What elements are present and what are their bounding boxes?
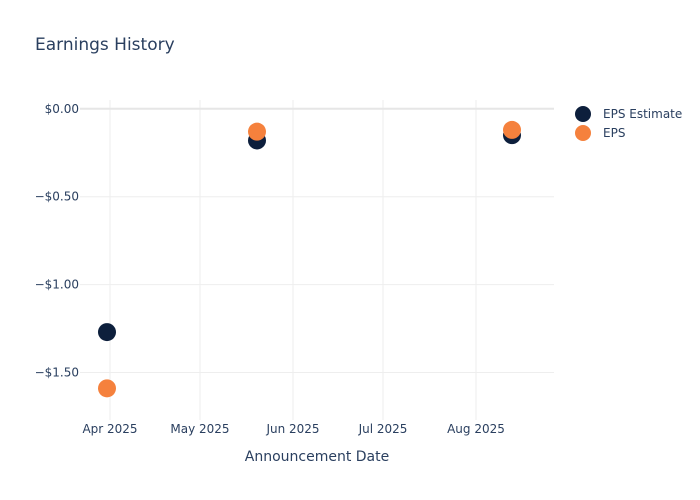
data-points [98,120,521,398]
eps-point[interactable] [98,379,116,398]
legend-label[interactable]: EPS [603,126,625,140]
x-axis-ticks: Apr 2025 May 2025 Jun 2025 Jul 2025 Aug 2025 [82,422,504,436]
eps-point[interactable] [503,120,521,139]
x-tick-label: Jul 2025 [358,422,408,436]
x-tick-label: May 2025 [170,422,229,436]
x-tick-label: Aug 2025 [447,422,505,436]
eps-point[interactable] [248,122,266,141]
y-tick-label: −$1.00 [35,278,79,292]
x-tick-label: Jun 2025 [265,422,319,436]
y-axis-ticks: $0.00 −$0.50 −$1.00 −$1.50 [35,102,79,380]
y-tick-label: −$1.50 [35,366,79,380]
legend-marker[interactable] [575,106,591,122]
eps-estimate-point[interactable] [98,323,116,342]
legend-marker[interactable] [575,125,591,141]
legend: EPS Estimate EPS [575,106,682,141]
chart-title: Earnings History [35,35,175,55]
legend-label[interactable]: EPS Estimate [603,107,682,121]
y-tick-label: $0.00 [45,102,79,116]
x-axis-title: Announcement Date [245,449,389,465]
x-tick-label: Apr 2025 [82,422,137,436]
y-tick-label: −$0.50 [35,190,79,204]
grid-lines [80,100,554,420]
